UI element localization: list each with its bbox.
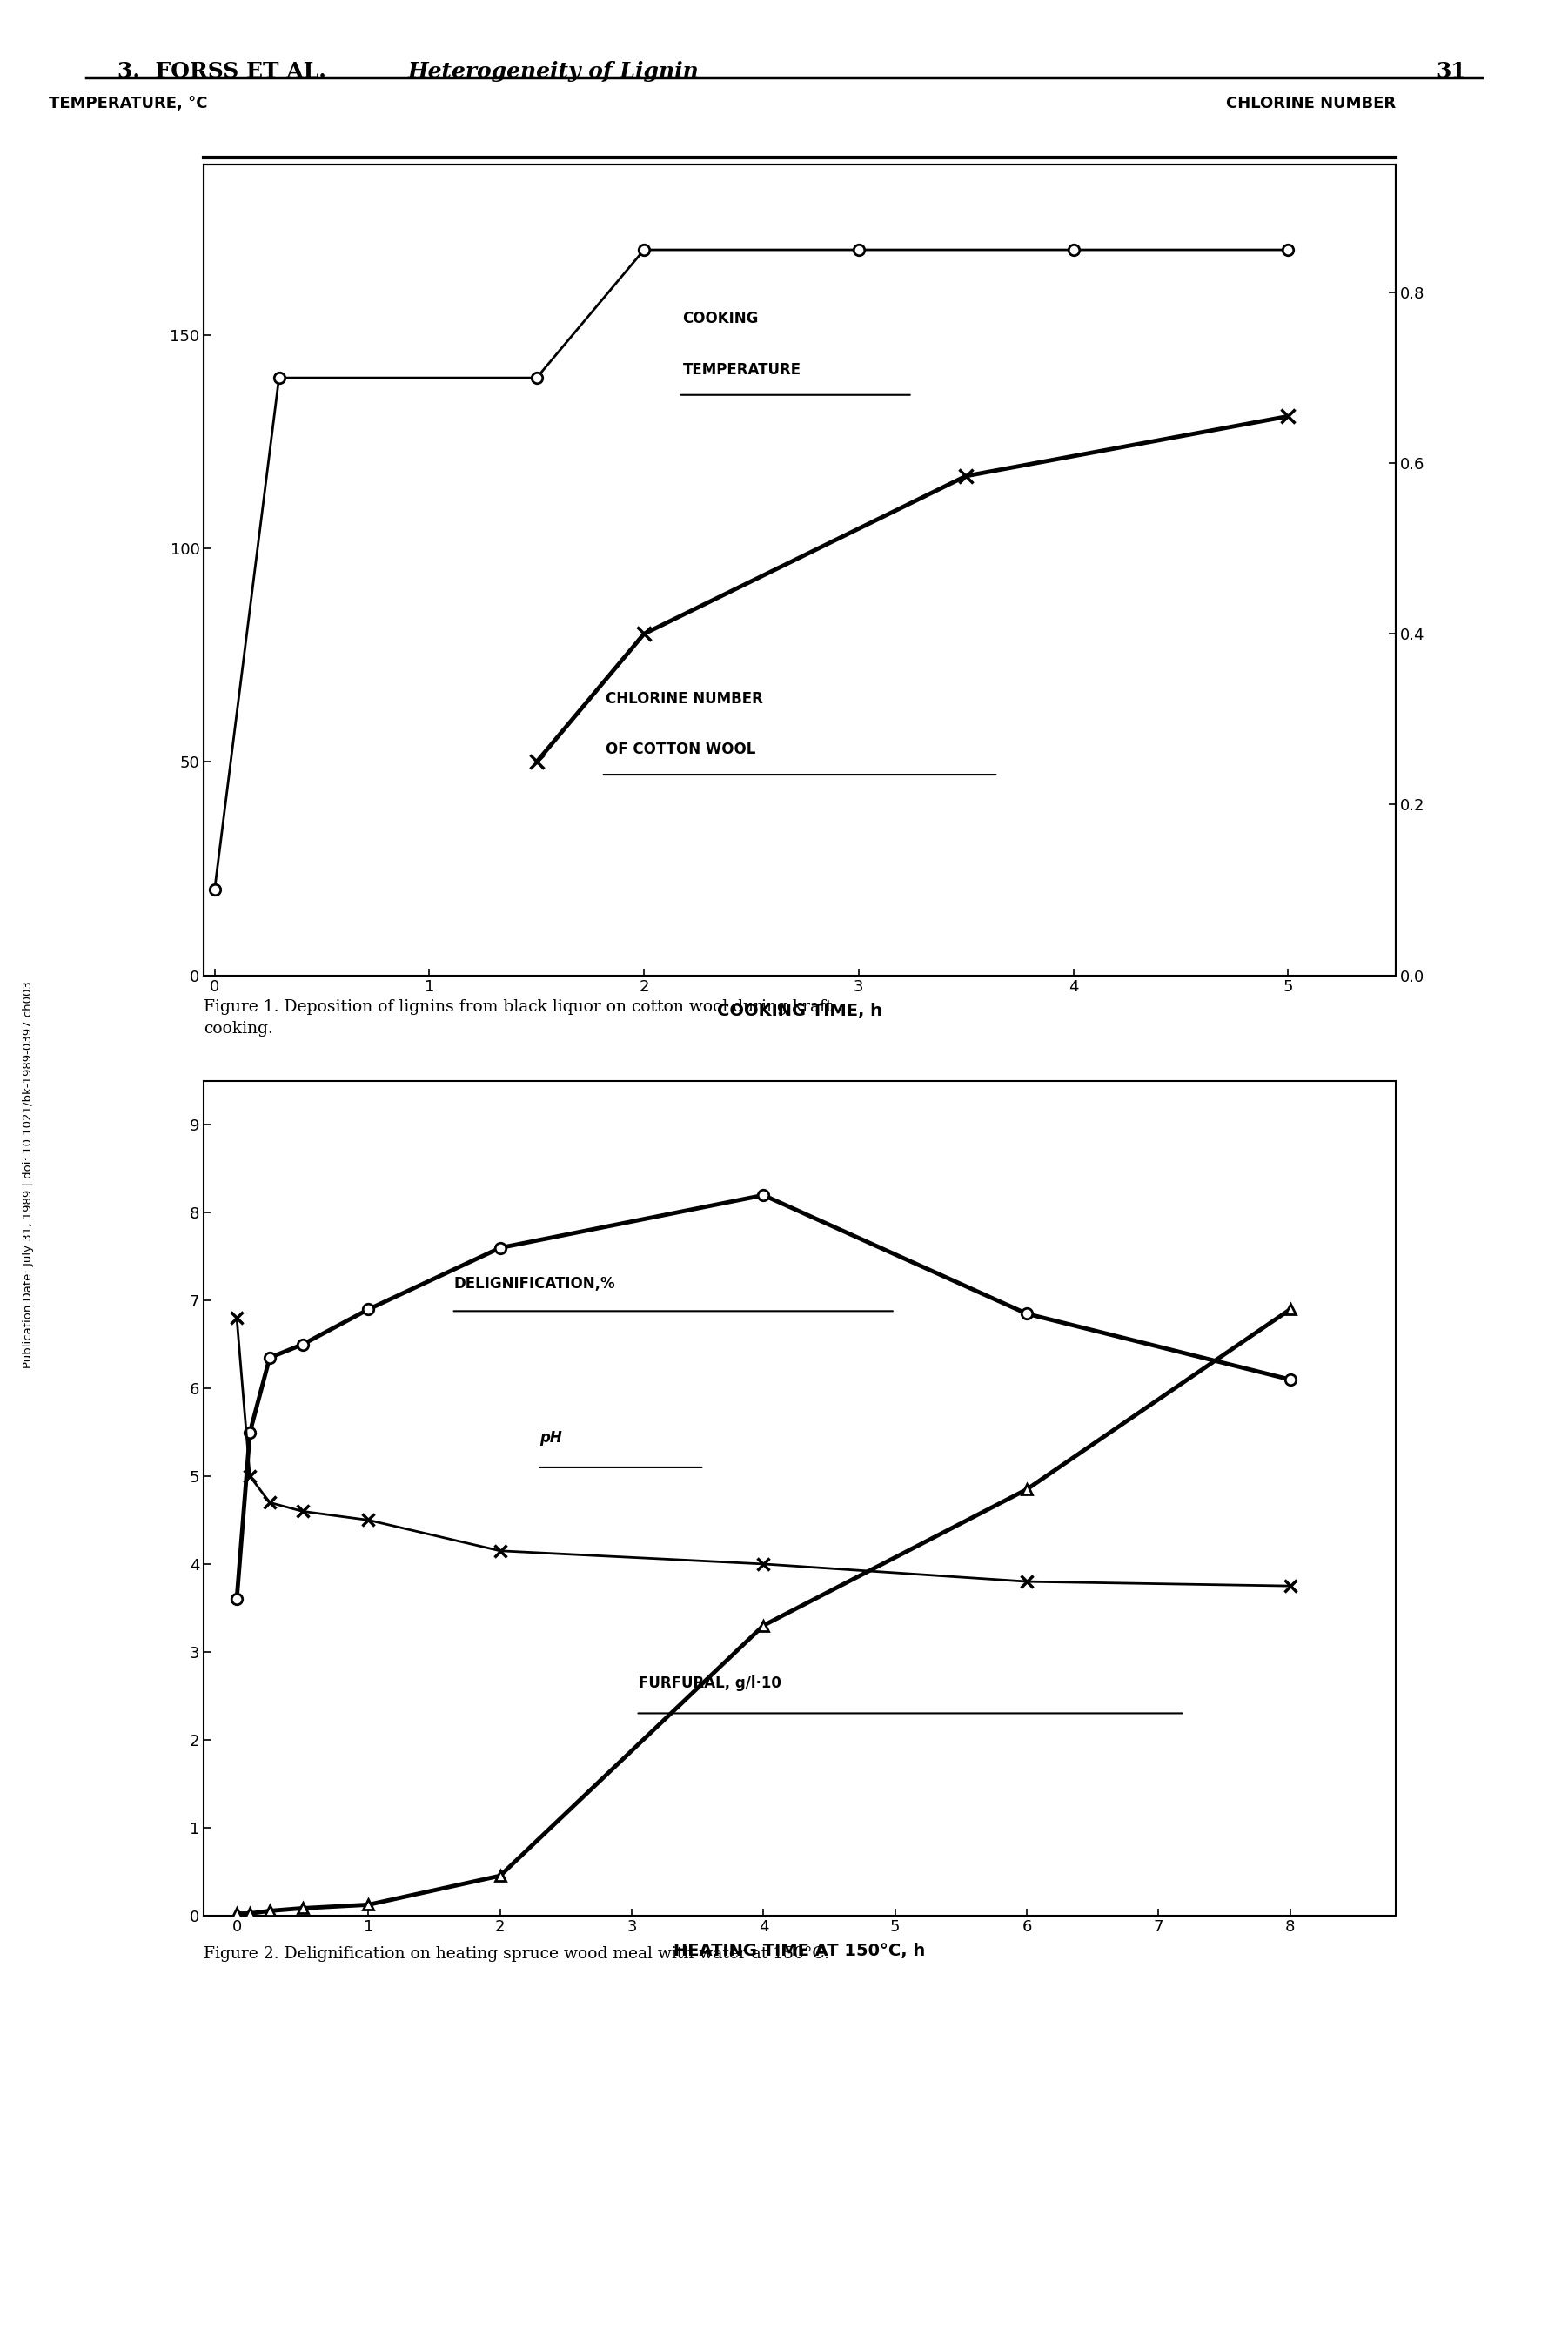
Text: TEMPERATURE, °C: TEMPERATURE, °C — [49, 96, 207, 113]
X-axis label: COOKING TIME, h: COOKING TIME, h — [717, 1003, 883, 1020]
Text: Publication Date: July 31, 1989 | doi: 10.1021/bk-1989-0397.ch003: Publication Date: July 31, 1989 | doi: 1… — [22, 982, 34, 1368]
Text: OF COTTON WOOL: OF COTTON WOOL — [605, 743, 756, 757]
Text: DELIGNIFICATION,%: DELIGNIFICATION,% — [455, 1276, 616, 1293]
Text: CHLORINE NUMBER: CHLORINE NUMBER — [605, 691, 762, 707]
Text: CHLORINE NUMBER: CHLORINE NUMBER — [1226, 96, 1396, 113]
Text: Figure 1. Deposition of lignins from black liquor on cotton wool during kraft
co: Figure 1. Deposition of lignins from bla… — [204, 999, 833, 1036]
Text: FURFURAL, g/l·10: FURFURAL, g/l·10 — [638, 1676, 781, 1692]
X-axis label: HEATING TIME AT 150°C, h: HEATING TIME AT 150°C, h — [674, 1943, 925, 1960]
Text: COOKING: COOKING — [682, 310, 759, 327]
Text: pH: pH — [539, 1429, 561, 1445]
Text: 31: 31 — [1436, 61, 1466, 82]
Text: Heterogeneity of Lignin: Heterogeneity of Lignin — [408, 61, 699, 82]
Text: TEMPERATURE: TEMPERATURE — [682, 362, 801, 378]
Text: Figure 2. Delignification on heating spruce wood meal with water at 150°C.: Figure 2. Delignification on heating spr… — [204, 1946, 829, 1962]
Text: 3.  FORSS ET AL.: 3. FORSS ET AL. — [118, 61, 326, 82]
